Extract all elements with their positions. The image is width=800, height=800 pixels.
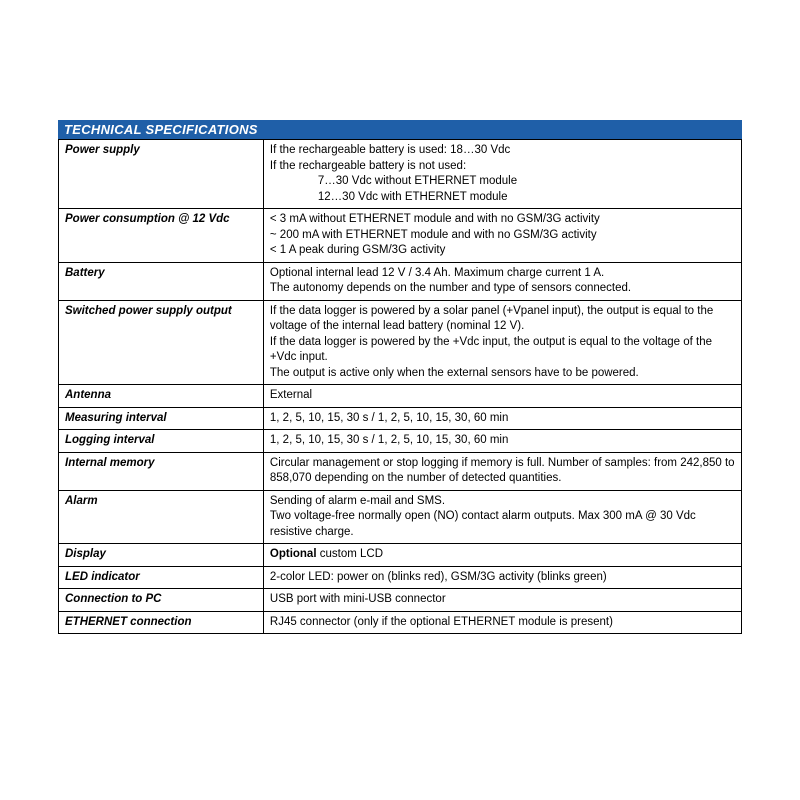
spec-value-line: Optional internal lead 12 V / 3.4 Ah. Ma… xyxy=(270,267,604,279)
table-row: Internal memory Circular management or s… xyxy=(59,452,742,490)
spec-value: USB port with mini-USB connector xyxy=(263,589,741,612)
spec-value-line: If the rechargeable battery is used: 18…… xyxy=(270,144,510,156)
spec-value: If the rechargeable battery is used: 18…… xyxy=(263,140,741,209)
spec-value-line: If the data logger is powered by a solar… xyxy=(270,305,713,333)
spec-value-line: < 1 A peak during GSM/3G activity xyxy=(270,244,445,256)
bold-lead: Optional xyxy=(270,548,317,560)
spec-value: 1, 2, 5, 10, 15, 30 s / 1, 2, 5, 10, 15,… xyxy=(263,430,741,453)
spec-label: Measuring interval xyxy=(59,407,264,430)
spec-value: 1, 2, 5, 10, 15, 30 s / 1, 2, 5, 10, 15,… xyxy=(263,407,741,430)
spec-label: Switched power supply output xyxy=(59,300,264,385)
table-row: Power consumption @ 12 Vdc < 3 mA without… xyxy=(59,209,742,263)
spec-value-line: 2-color LED: power on (blinks red), GSM/… xyxy=(270,571,607,583)
spec-label: Connection to PC xyxy=(59,589,264,612)
spec-value-line: 12…30 Vdc with ETHERNET module xyxy=(318,191,508,203)
spec-label: LED indicator xyxy=(59,566,264,589)
spec-value: 2-color LED: power on (blinks red), GSM/… xyxy=(263,566,741,589)
spec-value-line: ~ 200 mA with ETHERNET module and with n… xyxy=(270,229,597,241)
spec-value: External xyxy=(263,385,741,408)
spec-value-line: Circular management or stop logging if m… xyxy=(270,457,735,485)
table-row: LED indicator 2-color LED: power on (blin… xyxy=(59,566,742,589)
spec-value: Sending of alarm e-mail and SMS. Two volt… xyxy=(263,490,741,544)
spec-label: Internal memory xyxy=(59,452,264,490)
spec-page: TECHNICAL SPECIFICATIONS Power supply If … xyxy=(0,0,800,634)
spec-value-line: RJ45 connector (only if the optional ETH… xyxy=(270,616,613,628)
table-row: Antenna External xyxy=(59,385,742,408)
table-row: Logging interval 1, 2, 5, 10, 15, 30 s / … xyxy=(59,430,742,453)
spec-label: Battery xyxy=(59,262,264,300)
spec-value-line: 7…30 Vdc without ETHERNET module xyxy=(318,175,517,187)
table-row: Power supply If the rechargeable battery … xyxy=(59,140,742,209)
spec-value: Optional internal lead 12 V / 3.4 Ah. Ma… xyxy=(263,262,741,300)
table-row: Battery Optional internal lead 12 V / 3.4… xyxy=(59,262,742,300)
table-row: Measuring interval 1, 2, 5, 10, 15, 30 s … xyxy=(59,407,742,430)
table-row: ETHERNET connection RJ45 connector (only … xyxy=(59,611,742,634)
spec-value-line: The output is active only when the exter… xyxy=(270,367,639,379)
spec-label: Power supply xyxy=(59,140,264,209)
spec-label: Display xyxy=(59,544,264,567)
spec-label: Logging interval xyxy=(59,430,264,453)
spec-value-line: < 3 mA without ETHERNET module and with … xyxy=(270,213,600,225)
spec-value-line: 1, 2, 5, 10, 15, 30 s / 1, 2, 5, 10, 15,… xyxy=(270,412,508,424)
spec-value-text: custom LCD xyxy=(317,548,383,560)
spec-label: Alarm xyxy=(59,490,264,544)
spec-table: Power supply If the rechargeable battery … xyxy=(58,139,742,634)
spec-value-line: If the data logger is powered by the +Vd… xyxy=(270,336,712,364)
spec-value: RJ45 connector (only if the optional ETH… xyxy=(263,611,741,634)
table-row: DisplayOptional custom LCD xyxy=(59,544,742,567)
table-row: Connection to PC USB port with mini-USB c… xyxy=(59,589,742,612)
spec-value: < 3 mA without ETHERNET module and with … xyxy=(263,209,741,263)
spec-label: Power consumption @ 12 Vdc xyxy=(59,209,264,263)
spec-value-line: Two voltage-free normally open (NO) cont… xyxy=(270,510,696,538)
spec-value-line: USB port with mini-USB connector xyxy=(270,593,446,605)
spec-label: ETHERNET connection xyxy=(59,611,264,634)
table-row: Alarm Sending of alarm e-mail and SMS. Two… xyxy=(59,490,742,544)
section-title: TECHNICAL SPECIFICATIONS xyxy=(58,120,742,139)
spec-label: Antenna xyxy=(59,385,264,408)
spec-value: If the data logger is powered by a solar… xyxy=(263,300,741,385)
spec-value-line: Sending of alarm e-mail and SMS. xyxy=(270,495,445,507)
spec-value-line: If the rechargeable battery is not used: xyxy=(270,160,466,172)
spec-value-line: External xyxy=(270,389,312,401)
spec-value-line: 1, 2, 5, 10, 15, 30 s / 1, 2, 5, 10, 15,… xyxy=(270,434,508,446)
spec-value: Circular management or stop logging if m… xyxy=(263,452,741,490)
spec-value: Optional custom LCD xyxy=(263,544,741,567)
table-row: Switched power supply outputIf the data … xyxy=(59,300,742,385)
spec-value-line: The autonomy depends on the number and t… xyxy=(270,282,631,294)
